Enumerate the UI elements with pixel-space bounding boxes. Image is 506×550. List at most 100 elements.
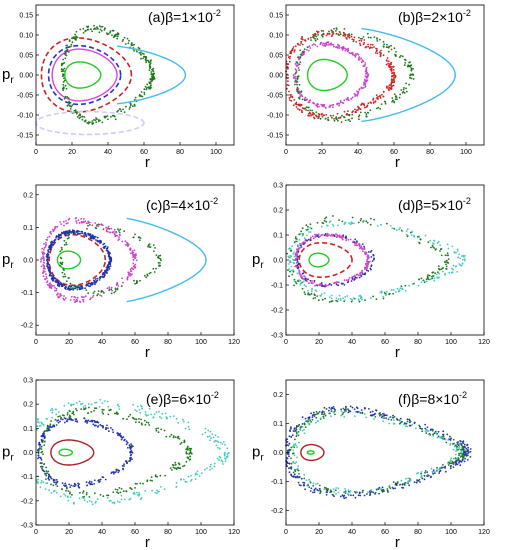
panel-e-series-3-point bbox=[43, 444, 46, 446]
panel-e-series-4-point bbox=[42, 423, 44, 426]
panel-f-series-3-point bbox=[374, 416, 377, 418]
panel-a-series-4-point bbox=[62, 87, 65, 90]
panel-e-series-2-point bbox=[49, 425, 51, 427]
panel-e-series-2-point bbox=[127, 446, 129, 449]
panel-c-series-2-point bbox=[88, 282, 90, 285]
panel-b-series-3-point bbox=[297, 92, 300, 94]
panel-d-ytick-label: 0.0 bbox=[273, 258, 283, 265]
panel-a-series-4-point bbox=[101, 121, 104, 124]
panel-e-series-4-point bbox=[189, 480, 192, 482]
panel-e-series-2-point bbox=[129, 451, 132, 454]
panel-b-series-1-point bbox=[365, 72, 367, 75]
panel-a-ylabel-sub: r bbox=[10, 75, 14, 86]
panel-a-series-4-point bbox=[74, 36, 76, 39]
panel-b-series-1-point bbox=[365, 76, 368, 79]
panel-c-series-4-point bbox=[159, 264, 162, 267]
panel-e-series-4-point bbox=[54, 408, 57, 411]
panel-b-series-3-point bbox=[382, 40, 385, 43]
panel-a-series-4-point bbox=[140, 51, 142, 54]
panel-f-series-2-point bbox=[332, 406, 335, 408]
panel-a-series-4-point bbox=[152, 67, 155, 70]
panel-b-series-3-point bbox=[294, 72, 297, 75]
panel-c-marks bbox=[40, 217, 207, 304]
panel-e-series-3-point bbox=[54, 418, 57, 421]
panel-e-series-3-point bbox=[114, 412, 116, 415]
panel-c-series-4-point bbox=[93, 290, 96, 293]
panel-d-series-4-point bbox=[310, 292, 313, 295]
panel-f-series-4-point bbox=[320, 417, 322, 420]
panel-e-series-3-point bbox=[49, 423, 52, 426]
panel-f-series-4-point bbox=[392, 422, 395, 425]
panel-a-series-4-point bbox=[128, 39, 130, 42]
panel-a-series-4-point bbox=[140, 54, 142, 56]
panel-f-series-4-point bbox=[333, 491, 335, 493]
panel-c-series-3-point bbox=[65, 222, 68, 225]
panel-f-series-4-point bbox=[363, 413, 366, 415]
panel-d-series-4-point bbox=[447, 262, 449, 264]
panel-e-series-4-point bbox=[116, 500, 119, 503]
panel-e-series-3-point bbox=[189, 451, 192, 453]
panel-c: 0 20 40 60 80 100 120-0.2-0.10.00.10.2 (c)β=4×… bbox=[2, 184, 240, 361]
panel-c-series-3-point bbox=[45, 241, 47, 244]
panel-f-series-2-point bbox=[325, 408, 328, 410]
panel-d-series-5-point bbox=[316, 294, 319, 297]
panel-b-series-1-point bbox=[307, 49, 310, 52]
panel-a-series-2-line bbox=[47, 44, 122, 106]
panel-c-series-3-point bbox=[67, 222, 69, 224]
panel-b-label: (b) bbox=[398, 9, 415, 25]
panel-b-series-3-point bbox=[297, 67, 300, 69]
panel-f-series-2-point bbox=[366, 493, 368, 495]
panel-f-series-3-point bbox=[425, 432, 428, 434]
panel-e-series-4-point bbox=[88, 500, 91, 502]
panel-f-series-2-point bbox=[408, 424, 411, 427]
panel-d-series-3-point bbox=[363, 245, 365, 248]
panel-f-series-4-point bbox=[424, 430, 427, 433]
panel-d-series-4-point bbox=[293, 284, 295, 287]
panel-a-series-4-point bbox=[86, 122, 89, 124]
panel-b-series-3-point bbox=[296, 61, 299, 64]
panel-c-series-2-point bbox=[52, 275, 55, 278]
panel-e-series-4-point bbox=[151, 489, 154, 492]
panel-f-series-3-point bbox=[311, 418, 314, 421]
panel-c-series-2-point bbox=[107, 251, 110, 253]
panel-f-series-3-point bbox=[387, 418, 390, 421]
panel-e-series-3-point bbox=[139, 482, 142, 485]
panel-c-series-3-point bbox=[92, 294, 95, 297]
panel-c-series-3-point bbox=[135, 259, 138, 262]
panel-c-series-2-point bbox=[98, 279, 101, 281]
panel-f-series-4-point bbox=[406, 481, 408, 484]
panel-d-series-5-point bbox=[291, 245, 293, 248]
panel-f-series-2-point bbox=[360, 409, 363, 411]
panel-e-series-3-point bbox=[90, 411, 93, 413]
panel-c-series-3-point bbox=[74, 296, 77, 299]
panel-d-series-2-point bbox=[311, 280, 313, 282]
panel-f-series-3-point bbox=[400, 420, 403, 423]
panel-c-series-4-point bbox=[115, 231, 117, 233]
panel-c-series-3-point bbox=[57, 296, 60, 299]
panel-d-xtick-label: 120 bbox=[478, 339, 490, 346]
panel-c-series-2-point bbox=[55, 279, 57, 282]
panel-f-series-3-point bbox=[287, 450, 289, 453]
panel-e-series-4-point bbox=[113, 501, 115, 503]
panel-b-series-3-point bbox=[412, 78, 415, 80]
panel-c-series-3-point bbox=[126, 278, 129, 281]
panel-e-series-4-point bbox=[219, 441, 222, 444]
panel-c-series-2-point bbox=[89, 236, 92, 239]
panel-e-series-2-point bbox=[99, 478, 102, 481]
panel-e-series-4-point bbox=[82, 406, 85, 409]
panel-b-xtick-label: 60 bbox=[390, 149, 398, 156]
panel-d-series-4-point bbox=[357, 221, 360, 224]
panel-b-xtick-label: 20 bbox=[318, 149, 326, 156]
panel-d-series-4-point bbox=[287, 269, 289, 271]
panel-c-beta: β=4×10 bbox=[162, 197, 210, 213]
panel-b-series-3-point bbox=[403, 87, 405, 89]
panel-b-series-3-point bbox=[314, 39, 317, 42]
panel-b-series-1-point bbox=[331, 43, 333, 46]
panel-c-series-3-point bbox=[107, 230, 109, 233]
panel-b-series-3-point bbox=[369, 109, 372, 112]
panel-e-series-3-point bbox=[46, 426, 49, 428]
panel-b-series-2-point bbox=[368, 47, 371, 50]
panel-d-series-3-point bbox=[313, 279, 316, 282]
panel-f-series-3-point bbox=[461, 445, 464, 447]
panel-c-series-2-point bbox=[108, 261, 110, 264]
